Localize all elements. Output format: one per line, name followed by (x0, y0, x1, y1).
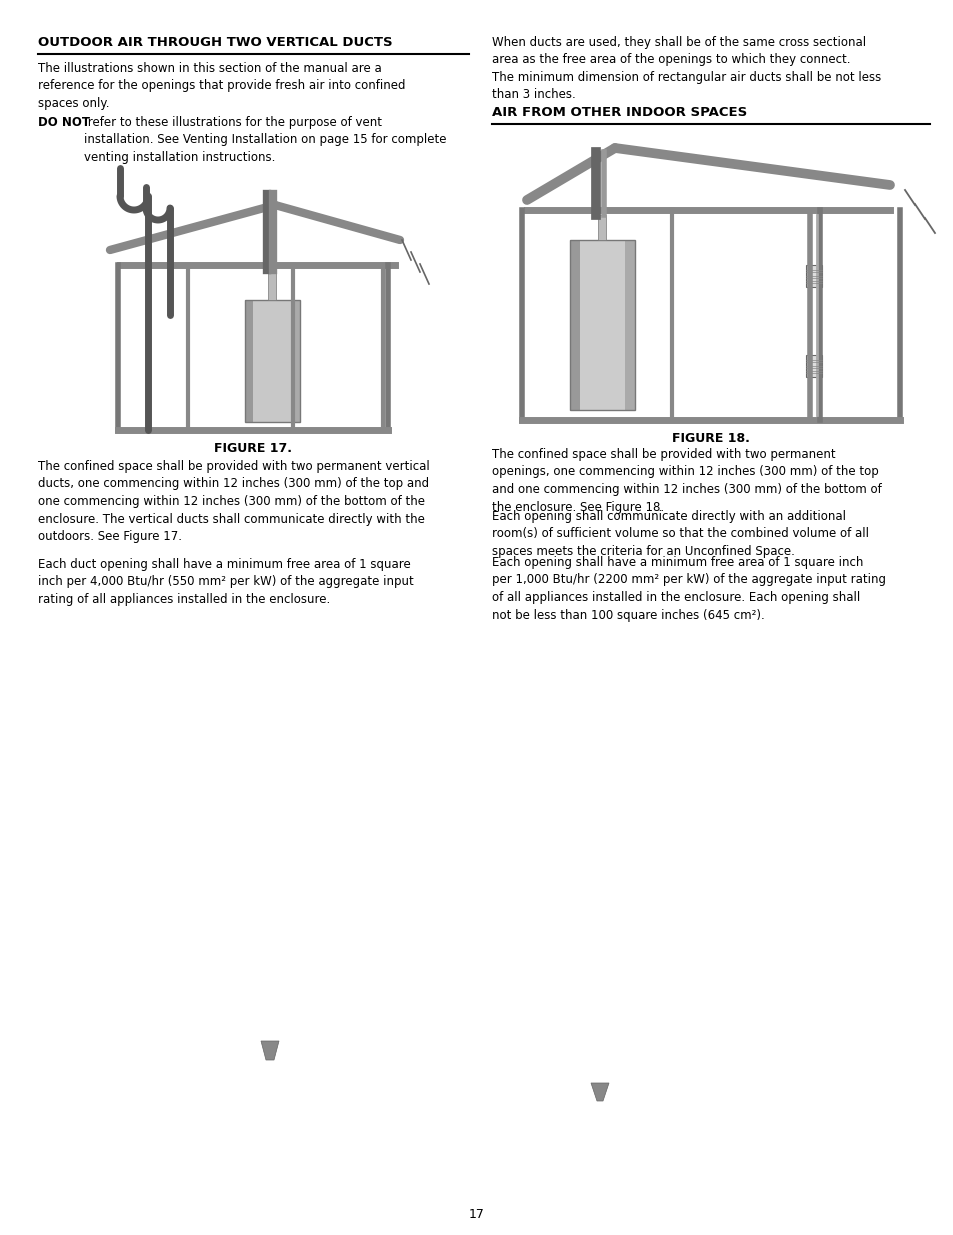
Bar (245, 300, 299, 422)
Bar (805, 266, 821, 287)
Bar (245, 300, 299, 422)
Text: 17: 17 (469, 1208, 484, 1221)
Text: FIGURE 18.: FIGURE 18. (671, 432, 749, 445)
Text: AIR FROM OTHER INDOOR SPACES: AIR FROM OTHER INDOOR SPACES (492, 106, 746, 119)
Bar (598, 215, 605, 240)
Text: Each opening shall have a minimum free area of 1 square inch
per 1,000 Btu/hr (2: Each opening shall have a minimum free a… (492, 556, 885, 621)
Polygon shape (261, 1041, 278, 1060)
Text: refer to these illustrations for the purpose of vent
installation. See Venting I: refer to these illustrations for the pur… (84, 116, 446, 164)
Bar (805, 354, 821, 377)
Text: The confined space shall be provided with two permanent
openings, one commencing: The confined space shall be provided wit… (492, 448, 881, 514)
Bar (624, 240, 635, 410)
Bar (292, 300, 299, 422)
Bar (268, 270, 275, 300)
Bar (569, 240, 635, 410)
Polygon shape (590, 1083, 608, 1100)
Text: Each opening shall communicate directly with an additional
room(s) of sufficient: Each opening shall communicate directly … (492, 510, 868, 558)
Text: The illustrations shown in this section of the manual are a
reference for the op: The illustrations shown in this section … (38, 62, 405, 110)
Text: DO NOT: DO NOT (38, 116, 90, 128)
Text: When ducts are used, they shall be of the same cross sectional
area as the free : When ducts are used, they shall be of th… (492, 36, 881, 101)
Text: OUTDOOR AIR THROUGH TWO VERTICAL DUCTS: OUTDOOR AIR THROUGH TWO VERTICAL DUCTS (38, 36, 393, 49)
Bar (245, 300, 253, 422)
Bar (569, 240, 635, 410)
Text: FIGURE 17.: FIGURE 17. (213, 442, 292, 454)
Text: The confined space shall be provided with two permanent vertical
ducts, one comm: The confined space shall be provided wit… (38, 459, 429, 543)
Bar (569, 240, 579, 410)
Text: Each duct opening shall have a minimum free area of 1 square
inch per 4,000 Btu/: Each duct opening shall have a minimum f… (38, 558, 414, 606)
